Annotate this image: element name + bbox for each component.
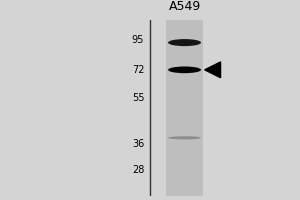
Text: 28: 28 (132, 165, 144, 175)
Text: 55: 55 (132, 93, 144, 103)
Text: 95: 95 (132, 35, 144, 45)
Text: 72: 72 (132, 65, 144, 75)
Text: 36: 36 (132, 139, 144, 149)
Ellipse shape (168, 66, 201, 73)
Text: A549: A549 (168, 0, 201, 13)
Ellipse shape (168, 136, 201, 139)
Polygon shape (205, 62, 220, 78)
Ellipse shape (168, 39, 201, 46)
Bar (166, 20, 203, 196)
